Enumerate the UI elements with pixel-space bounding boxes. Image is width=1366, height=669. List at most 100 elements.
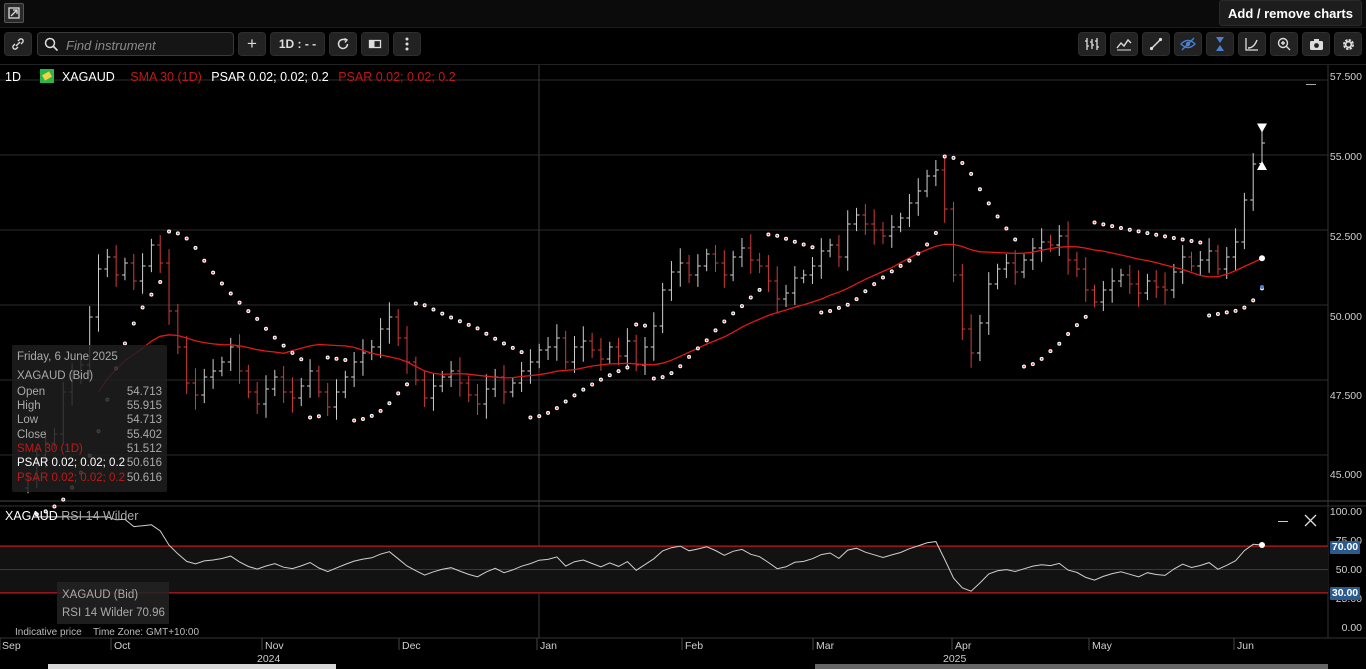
ohlc-bar [888,215,895,248]
minimize-pane-icon[interactable] [1306,84,1316,85]
ohlc-bar [527,349,534,384]
psar-dot [122,341,127,346]
popout-icon[interactable] [4,3,24,23]
psar-dot-inner [626,366,629,369]
psar-dot-inner [1005,227,1008,230]
ohlc-bar [157,235,164,273]
psar-dot [836,305,841,310]
crosshair-button[interactable] [1206,32,1234,56]
psar-dot-inner [282,344,285,347]
legend-psar-red[interactable]: PSAR 0.02; 0.02; 0.2 [338,70,456,84]
psar-dot-inner [273,336,276,339]
rsi-title: XAGAUD RSI 14 Wilder [5,509,139,523]
indicators-button[interactable] [1110,32,1138,56]
psar-dot-inner [635,323,638,326]
drawing-button[interactable] [1142,32,1170,56]
ohlc-bar [377,318,384,358]
horizontal-scrollbar[interactable] [48,664,336,669]
bar-type-button[interactable] [1078,32,1106,56]
psar-dot-inner [926,243,928,246]
psar-dot-inner [221,282,223,285]
indicative-price-label: Indicative price [15,627,82,638]
ohlc-bar [571,336,578,373]
psar-dot-inner [414,302,417,305]
psar-dot [184,236,189,241]
ohlc-bar [280,366,287,403]
ohlc-bar [1091,284,1098,308]
zoom-button[interactable] [1270,32,1298,56]
x-year-2025: 2025 [943,653,967,665]
psar-dot-inner [388,402,391,405]
psar-dot [369,413,374,418]
psar-dot [1048,349,1053,354]
more-button[interactable] [393,32,421,56]
psar-dot [510,345,515,350]
psar-dot [1101,222,1106,227]
legend-sma[interactable]: SMA 30 (1D) [130,70,202,84]
legend-instrument[interactable]: XAGAUD [61,70,115,84]
link-button[interactable] [4,32,32,56]
ohlc-bar [606,341,613,365]
ohlc-bar [633,334,640,372]
ohlc-bar [765,255,772,292]
psar-dot [1030,362,1035,367]
ohlc-bar [465,375,472,403]
psar-dot-inner [670,372,673,375]
ohlc-bar [201,368,208,404]
rsi-minimize-icon[interactable] [1278,521,1288,522]
refresh-button[interactable] [329,32,357,56]
psar-dot [995,214,1000,219]
ohlc-bar [245,364,252,399]
ohlc-bar [1197,250,1204,276]
settings-icon [1342,38,1354,50]
layout-button[interactable] [361,32,389,56]
ohlc-bar [1038,228,1045,262]
ohlc-bar [791,266,798,305]
layout-icon [368,39,382,49]
hide-drawings-button[interactable] [1174,32,1202,56]
psar-dot-inner [1146,232,1149,235]
psar-dot [933,230,938,235]
ohlc-bar [545,337,552,360]
psar-dot-inner [758,289,761,291]
ohlc-bar [271,369,278,397]
interval-button[interactable]: 1D : - - [270,32,325,56]
ohlc-bar [1073,251,1080,278]
psar-dot-inner [899,264,902,267]
x-label-jun: Jun [1237,640,1254,652]
ohlc-bar [976,314,983,362]
psar-dot-inner [749,296,752,299]
search-input[interactable] [64,36,228,54]
psar-dot-inner [441,312,444,315]
psar-dot [246,309,251,314]
psar-dot-inner [344,359,347,361]
rsi-close-icon[interactable] [1304,514,1317,530]
ohlc-bar [359,339,366,376]
psar-dot-inner [723,320,726,323]
x-label-may: May [1092,640,1112,652]
ohlc-bar [659,282,666,334]
psar-dot [942,154,947,159]
psar-dot-inner [1049,350,1052,352]
curve-button[interactable] [1238,32,1266,56]
psar-dot-inner [652,377,655,380]
y-tick-52500: 52.500 [1329,231,1362,243]
add-button[interactable]: + [238,32,266,56]
legend-psar-white[interactable]: PSAR 0.02; 0.02; 0.2 [211,70,329,84]
psar-dot [466,322,471,327]
psar-dot [387,401,392,406]
ohlc-bar [712,244,719,273]
search-box[interactable] [37,32,234,56]
psar-dot-inner [212,271,215,274]
psar-dot [678,364,683,369]
camera-button[interactable] [1302,32,1330,56]
tooltip-psar-white: PSAR 0.02; 0.02; 0.2 50.616 [17,457,162,469]
ohlc-bar [1135,270,1142,307]
ohlc-bar [686,254,693,284]
psar-dot-inner [1181,238,1184,241]
psar-dot-inner [979,188,981,191]
add-remove-charts-button[interactable]: Add / remove charts [1219,0,1362,26]
psar-dot-inner [644,324,646,327]
settings-button[interactable] [1334,32,1362,56]
